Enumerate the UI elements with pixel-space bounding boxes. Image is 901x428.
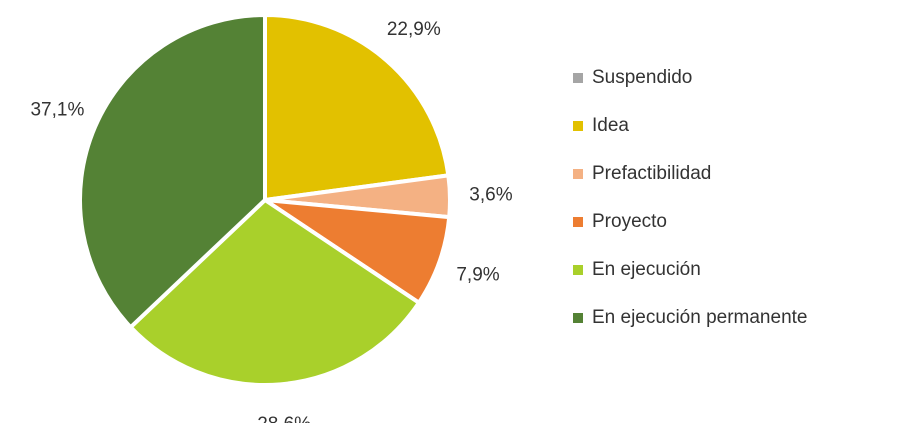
legend-label: Proyecto — [592, 211, 667, 232]
legend-label: Idea — [592, 115, 629, 136]
legend-marker — [573, 313, 583, 323]
pie-slice — [78, 13, 267, 330]
data-label: 3,6% — [469, 184, 512, 205]
data-label: 7,9% — [456, 264, 499, 285]
legend-label: Prefactibilidad — [592, 163, 711, 184]
data-label: 37,1% — [30, 100, 84, 121]
legend-marker — [573, 265, 583, 275]
data-label: 28,6% — [257, 414, 311, 423]
legend-marker — [573, 121, 583, 131]
legend-marker — [573, 217, 583, 227]
legend-label: En ejecución permanente — [592, 307, 807, 328]
legend-marker — [573, 169, 583, 179]
data-label: 22,9% — [387, 19, 441, 40]
legend-label: En ejecución — [592, 259, 701, 280]
legend-marker — [573, 73, 583, 83]
pie-slice — [263, 13, 451, 202]
legend-label: Suspendido — [592, 67, 692, 88]
pie-slice — [128, 198, 421, 387]
